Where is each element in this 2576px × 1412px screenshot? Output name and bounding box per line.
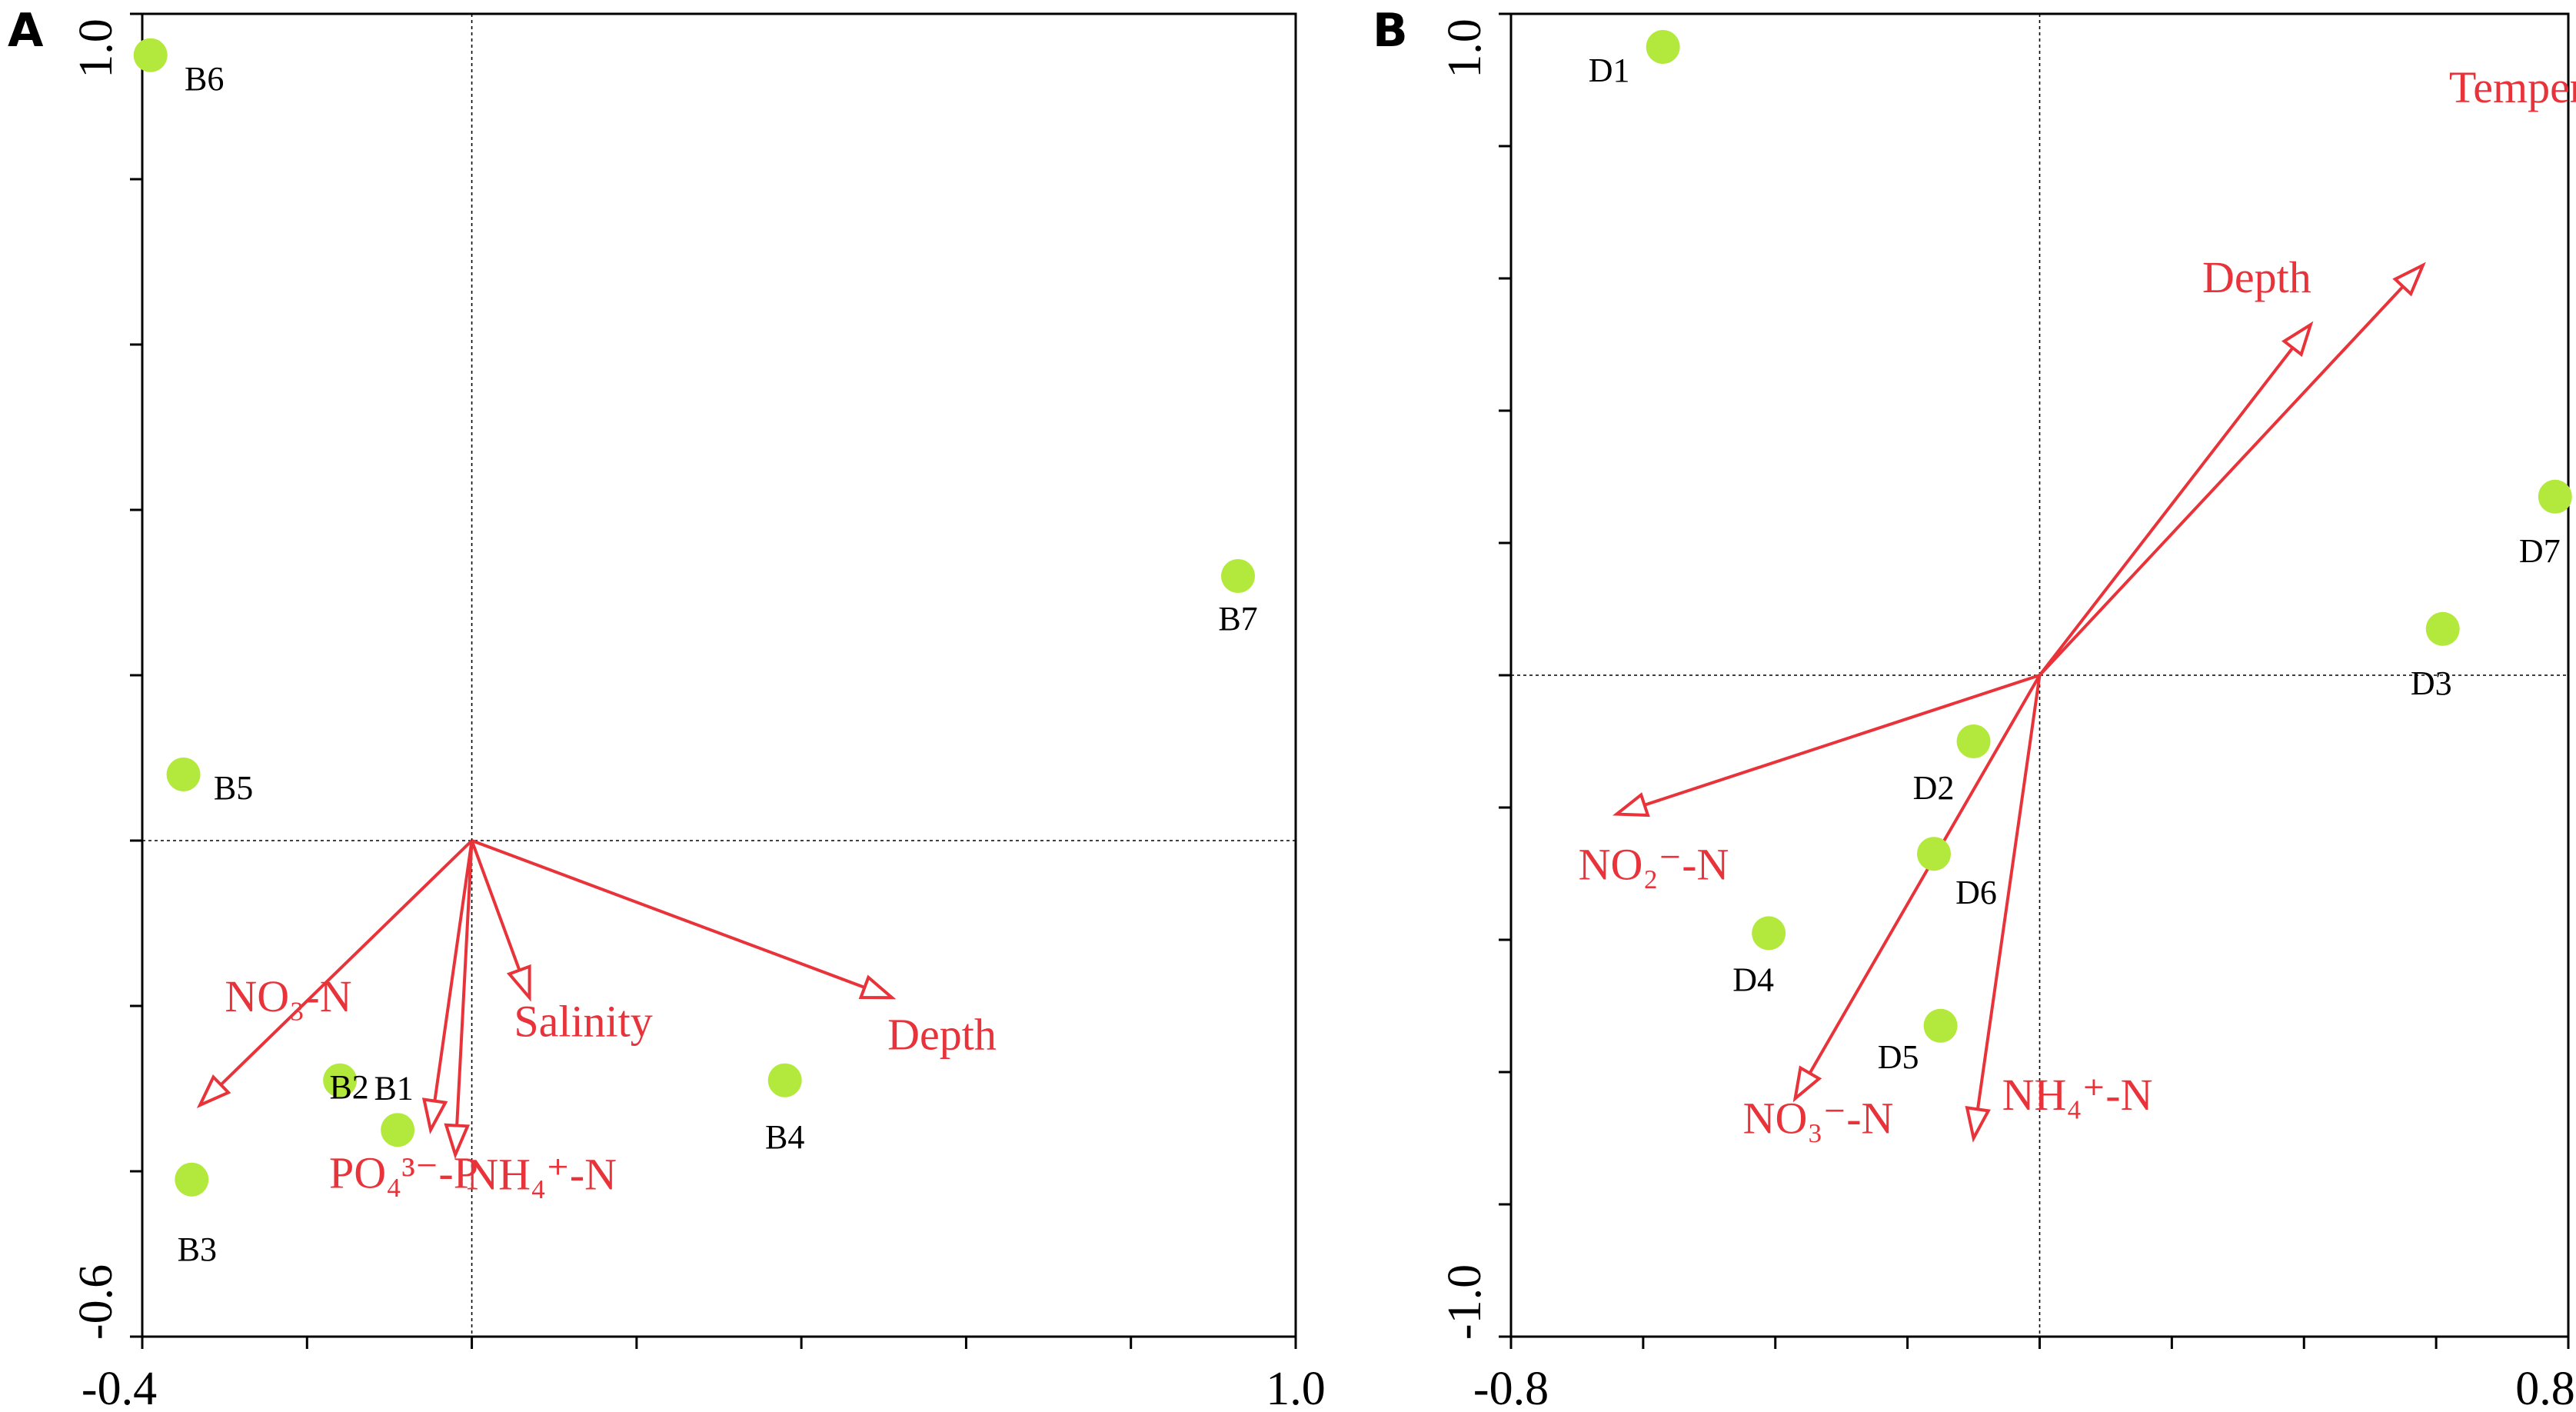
site-point — [1917, 837, 1951, 871]
vector-label: Depth — [887, 1009, 997, 1059]
vector-label: NH₄⁺-N — [2002, 1070, 2153, 1120]
site-point — [323, 1063, 358, 1097]
panel-letter: B — [1373, 4, 1408, 58]
x-tick-label: 0.8 — [2515, 1363, 2575, 1412]
site-point — [381, 1113, 415, 1147]
vector-label: NO₃⁻-N — [1743, 1093, 1894, 1143]
vector-label: Depth — [2202, 252, 2311, 302]
site-point — [1923, 1008, 1958, 1043]
y-tick-label: 1.0 — [1439, 18, 1491, 78]
site-label: B7 — [1218, 600, 1257, 638]
vector-line — [1975, 674, 2042, 1110]
plot-frame — [141, 12, 1297, 1338]
y-tick-label: 1.0 — [70, 18, 122, 78]
vector-arrowhead — [2281, 321, 2314, 358]
vector-line — [1643, 674, 2041, 807]
site-label: B5 — [214, 769, 253, 807]
vector-line — [2039, 285, 2405, 677]
x-tick-label: 1.0 — [1266, 1363, 1326, 1412]
vector-arrowhead — [196, 1074, 231, 1109]
site-label: D4 — [1732, 961, 1774, 998]
site-label: B2 — [329, 1068, 368, 1106]
vector-arrowhead — [858, 974, 897, 1000]
vector-arrowhead — [1792, 1065, 1822, 1103]
site-point — [1221, 559, 1255, 593]
vector-label: Temperature — [2449, 62, 2576, 112]
vector-line — [2038, 347, 2295, 677]
site-label: B4 — [765, 1118, 804, 1156]
vector-label: NO₃-N — [225, 971, 351, 1021]
vector-label: NO₂⁻-N — [1579, 840, 1729, 890]
site-point — [133, 38, 168, 72]
site-point — [767, 1063, 802, 1097]
site-point — [1646, 30, 1680, 64]
site-point — [175, 1162, 209, 1197]
x-tick-label: -0.8 — [1473, 1363, 1549, 1412]
vector-line — [1808, 674, 2042, 1074]
site-label: D3 — [2411, 664, 2452, 702]
x-tick-label: -0.4 — [82, 1363, 157, 1412]
vector-label: PO₄³⁻-P — [329, 1147, 478, 1197]
site-label: D7 — [2519, 532, 2561, 570]
site-label: D1 — [1589, 52, 1630, 89]
site-label: B3 — [178, 1231, 217, 1268]
vector-label: Salinity — [514, 996, 652, 1046]
site-label: D6 — [1955, 874, 1997, 911]
panel-b: B -0.8 0.8 1.0 -1.0 Depth Temperature NO₂⁻-N NO₃… — [1373, 4, 2576, 1412]
y-tick-label: -1.0 — [1439, 1264, 1491, 1340]
site-point — [1956, 724, 1991, 758]
vector-line — [433, 840, 474, 1101]
vector-line — [471, 839, 866, 989]
vector-arrowhead — [444, 1123, 471, 1160]
site-point — [166, 758, 201, 791]
vector-arrowhead — [1965, 1106, 1991, 1143]
site-label: D5 — [1878, 1038, 1919, 1076]
y-tick-label: -0.6 — [70, 1264, 122, 1340]
site-label: B1 — [374, 1069, 413, 1107]
vector-label: NH₄⁺-N — [466, 1150, 617, 1200]
site-label: D2 — [1913, 769, 1955, 807]
site-point — [2538, 479, 2572, 514]
site-point — [2425, 611, 2460, 646]
site-point — [1752, 916, 1786, 951]
panel-letter: A — [8, 4, 44, 58]
vector-arrowhead — [421, 1097, 448, 1134]
vector-arrowhead — [1612, 792, 1650, 818]
vector-line — [219, 839, 473, 1086]
vector-line — [455, 840, 474, 1126]
vector-line — [470, 840, 521, 971]
vector-arrowhead — [2392, 261, 2426, 297]
vector-arrowhead — [506, 964, 531, 1002]
site-label: B6 — [185, 60, 224, 98]
